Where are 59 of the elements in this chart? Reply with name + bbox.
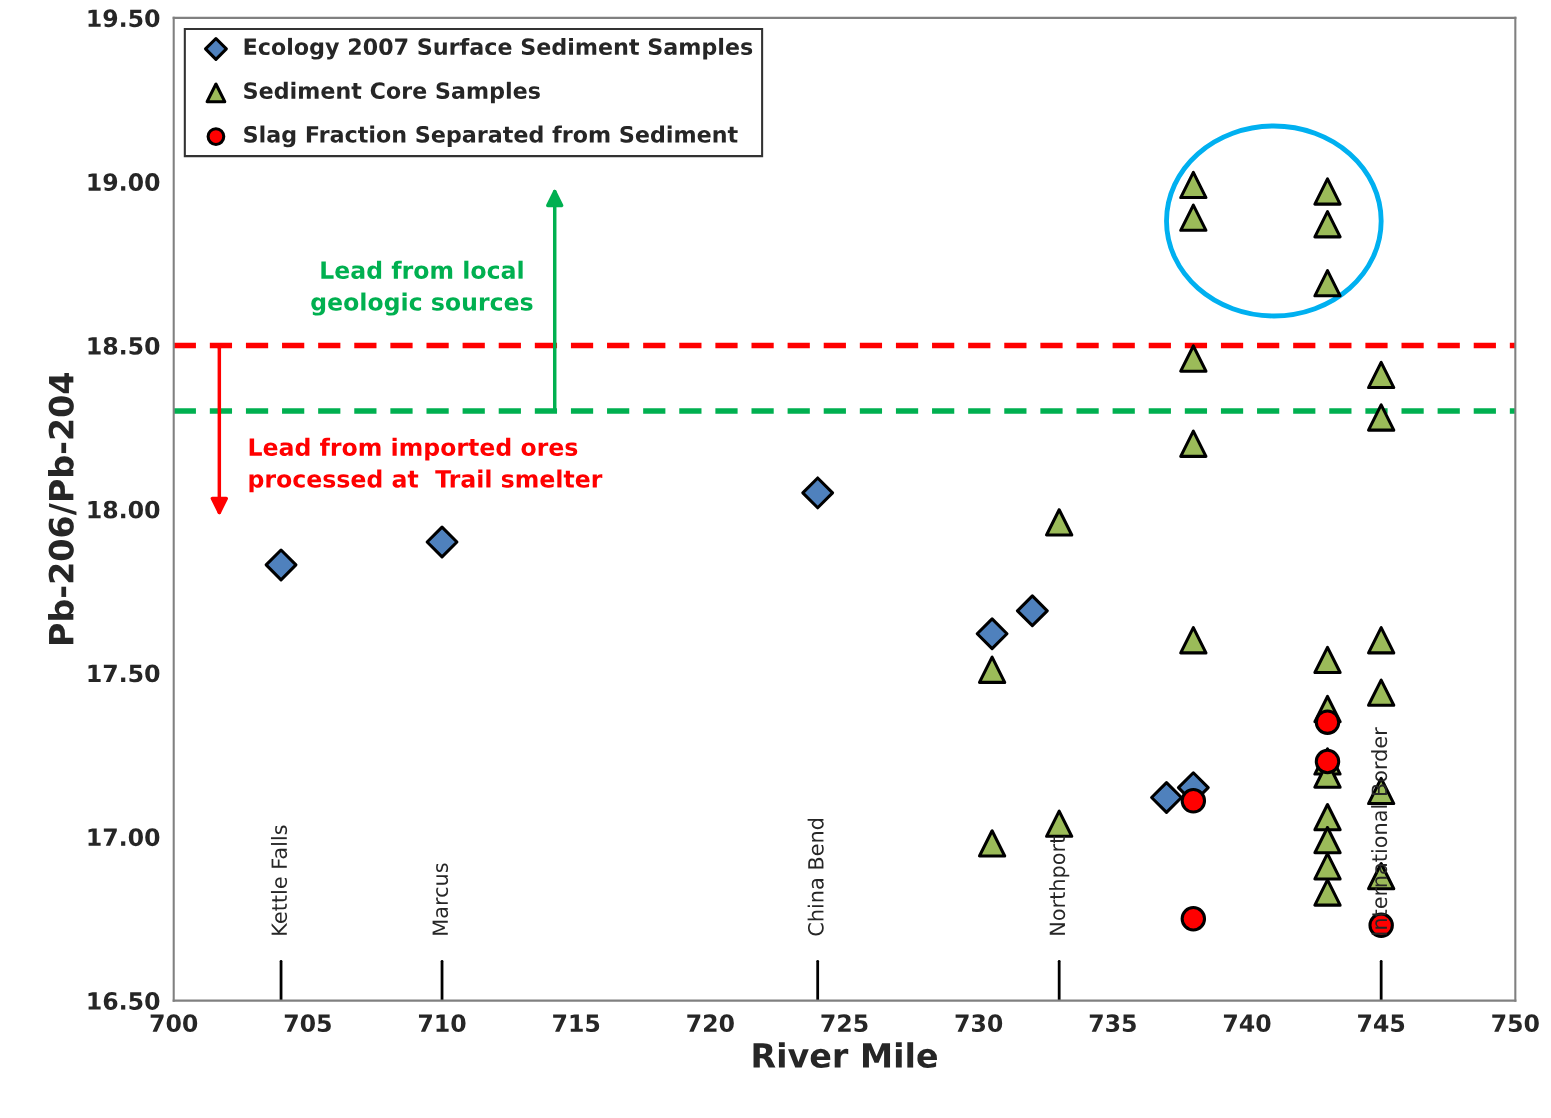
- x-tick-label: 700: [150, 1014, 198, 1033]
- point: [264, 548, 298, 582]
- y-axis-title: Pb-206/Pb-204: [48, 372, 77, 644]
- legend-label: Sediment Core Samples: [244, 81, 540, 104]
- x-tick-label: 735: [1089, 1014, 1136, 1033]
- point: [1313, 878, 1342, 907]
- ref-line-label: Northport: [1049, 836, 1070, 935]
- point: [1179, 203, 1208, 232]
- point: [1045, 809, 1074, 838]
- point: [1314, 709, 1341, 735]
- annotation: Lead from imported ores processed at Trail smelter: [249, 437, 603, 493]
- y-tick-label: 19.00: [88, 173, 160, 191]
- point: [1179, 344, 1208, 373]
- point: [1367, 360, 1396, 390]
- point: [1313, 645, 1342, 675]
- x-tick-label: 740: [1223, 1014, 1271, 1033]
- x-tick-label: 750: [1492, 1014, 1539, 1033]
- point: [1313, 269, 1342, 298]
- annotation: Lead from local geologic sources: [311, 260, 533, 316]
- x-tick-label: 705: [284, 1014, 331, 1033]
- legend-label: Slag Fraction Separated from Sediment: [244, 125, 738, 148]
- point: [1367, 678, 1396, 707]
- y-tick-label: 16.50: [88, 992, 160, 1010]
- y-tick-label: 17.50: [88, 664, 160, 683]
- point: [1367, 403, 1396, 432]
- point: [1179, 429, 1208, 458]
- point: [1150, 781, 1183, 814]
- point: [1313, 825, 1342, 855]
- point: [1179, 170, 1208, 200]
- y-tick-label: 19.50: [88, 9, 160, 28]
- point: [1180, 788, 1207, 814]
- y-tick-label: 17.00: [88, 828, 160, 847]
- point: [801, 476, 835, 510]
- x-tick-label: 730: [955, 1014, 1003, 1033]
- point: [1015, 594, 1049, 628]
- point: [1045, 508, 1074, 537]
- x-tick-label: 725: [821, 1014, 868, 1033]
- x-tick-label: 745: [1358, 1014, 1405, 1033]
- legend-label: Ecology 2007 Surface Sediment Samples: [244, 37, 753, 60]
- point: [975, 617, 1009, 651]
- ref-line-label: Kettle Falls: [270, 825, 288, 935]
- ref-line-label: Marcus: [432, 863, 449, 935]
- point: [977, 655, 1007, 684]
- x-axis-title: River Mile: [753, 1042, 937, 1069]
- point: [1313, 803, 1342, 832]
- point: [1179, 626, 1208, 655]
- x-tick-label: 710: [418, 1014, 466, 1033]
- ref-line-label: China Bend: [807, 818, 824, 936]
- point: [977, 829, 1007, 858]
- point: [1180, 905, 1207, 932]
- point: [425, 525, 459, 559]
- point: [1313, 852, 1342, 881]
- y-tick-label: 18.50: [88, 336, 160, 355]
- point: [1313, 177, 1342, 206]
- x-tick-label: 720: [687, 1014, 734, 1033]
- point: [1367, 626, 1396, 655]
- point: [1313, 210, 1342, 239]
- x-tick-label: 715: [553, 1014, 600, 1033]
- y-tick-label: 18.00: [88, 500, 160, 519]
